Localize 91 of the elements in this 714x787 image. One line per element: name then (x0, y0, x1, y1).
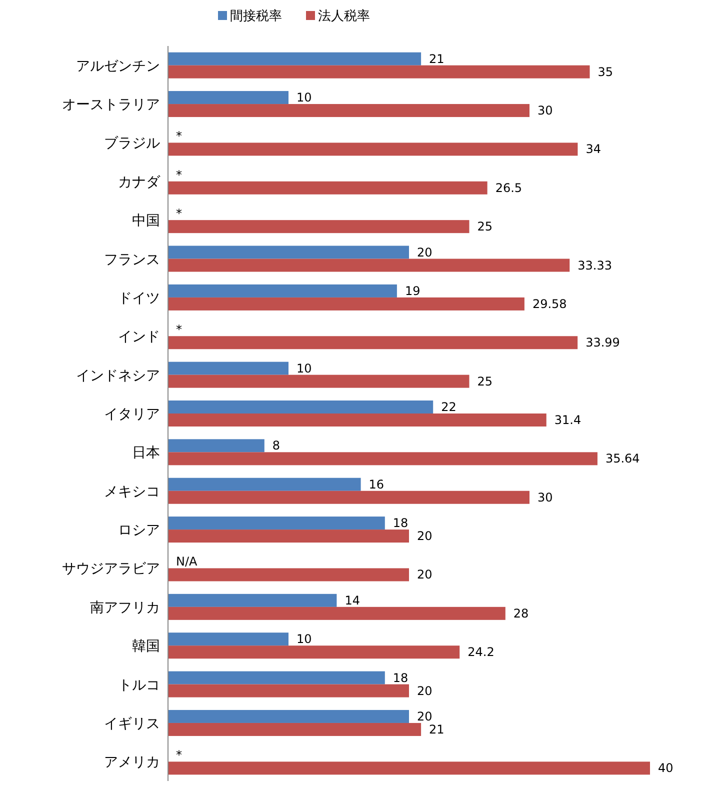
text: * (176, 206, 182, 221)
y-tick-label: メキシコ (104, 484, 160, 500)
bar (168, 439, 264, 452)
data-label: 40 (658, 761, 674, 776)
data-label: 20 (417, 245, 432, 260)
data-label: 20 (417, 568, 432, 582)
bar (168, 530, 409, 543)
data-label: 25 (477, 374, 493, 388)
text: N/A (176, 554, 198, 569)
data-label: 25 (477, 220, 493, 234)
y-tick-label: オーストラリア (62, 97, 160, 114)
data-label: 30 (538, 104, 553, 118)
data-label: 20 (417, 529, 432, 544)
data-label: 8 (272, 438, 280, 453)
bar (168, 284, 397, 298)
y-tick-label: ブラジル (104, 136, 160, 152)
text: * (176, 322, 182, 337)
bar (168, 606, 506, 620)
data-label: 21 (429, 722, 444, 736)
data-label: 20 (417, 709, 432, 724)
data-label: 18 (392, 670, 408, 685)
bar (168, 400, 434, 414)
text: * (176, 129, 182, 144)
y-tick-label: 韓国 (132, 638, 160, 655)
data-label: 33.33 (578, 258, 612, 272)
bar (168, 710, 409, 723)
bar (168, 220, 470, 234)
data-label: 14 (344, 593, 360, 608)
y-tick-label: インドネシア (76, 368, 160, 384)
bar (168, 181, 488, 194)
data-label: 26.5 (495, 180, 522, 195)
data-label: 21 (429, 52, 444, 66)
bar (168, 516, 385, 530)
bar (168, 452, 598, 466)
data-label: 35 (598, 64, 614, 79)
bar (168, 104, 530, 118)
y-tick-label: 南アフリカ (90, 600, 160, 616)
data-label: 10 (296, 632, 312, 646)
y-tick-label: 中国 (132, 213, 160, 230)
y-tick-label: ドイツ (118, 290, 160, 306)
data-label: 10 (296, 90, 312, 105)
y-tick-label: イギリス (104, 716, 160, 732)
data-label: 10 (296, 361, 312, 376)
y-tick-label: トルコ (118, 677, 160, 694)
data-label: 22 (441, 400, 456, 414)
y-tick-label: インド (118, 329, 160, 346)
bar (168, 91, 288, 104)
bar (168, 374, 470, 388)
bar (168, 297, 524, 310)
bar (168, 478, 361, 491)
bar (168, 671, 385, 684)
bar (168, 632, 288, 646)
y-tick-label: イタリア (104, 406, 160, 422)
data-label: 20 (417, 684, 432, 698)
y-tick-label: ロシア (118, 522, 160, 539)
bar (168, 246, 409, 259)
y-tick-label: カナダ (118, 174, 161, 190)
bar (168, 142, 578, 156)
bar (168, 65, 590, 78)
bar (168, 568, 409, 582)
data-label: 16 (368, 477, 384, 492)
y-tick-label: フランス (104, 252, 160, 268)
text: * (176, 748, 182, 762)
y-tick-label: 日本 (132, 445, 160, 462)
bar (168, 490, 530, 504)
data-label: 29.58 (532, 296, 567, 311)
data-label: 34 (586, 142, 601, 156)
legend-label: 法人税率 (318, 8, 370, 24)
bar (168, 258, 570, 272)
data-label: 33.99 (586, 336, 620, 350)
y-tick-label: アメリカ (104, 754, 160, 771)
bar (168, 52, 422, 66)
bar (168, 336, 578, 350)
bar (168, 646, 460, 659)
bar (168, 594, 337, 607)
bar (168, 414, 546, 426)
bar (168, 722, 422, 736)
data-label: 31.4 (554, 413, 582, 427)
legend-label: 間接税率 (230, 8, 282, 24)
bar (168, 762, 650, 775)
data-label: 19 (404, 284, 420, 298)
data-label: 30 (538, 490, 553, 504)
bar (168, 362, 288, 375)
y-tick-label: サウジアラビア (62, 561, 160, 578)
data-label: 35.64 (605, 452, 640, 466)
bar (168, 684, 409, 698)
text: * (176, 168, 182, 182)
y-tick-label: アルゼンチン (76, 58, 160, 74)
data-label: 28 (513, 606, 529, 620)
data-label: 24.2 (468, 645, 494, 660)
data-label: 18 (392, 516, 408, 530)
